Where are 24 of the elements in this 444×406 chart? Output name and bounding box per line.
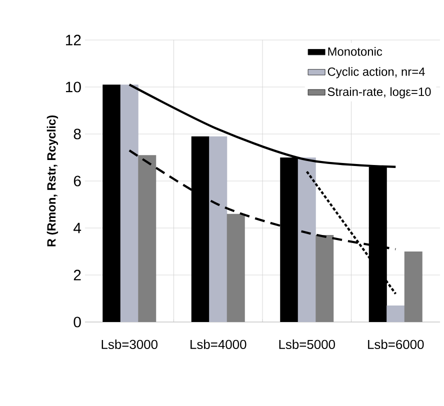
bar [316, 235, 334, 322]
x-tick-label: Lsb=5000 [279, 340, 335, 350]
bar [298, 158, 316, 322]
bar [138, 155, 156, 322]
bar [102, 84, 121, 322]
x-tick-label: Lsb=4000 [190, 340, 246, 350]
y-tick-label: 10 [66, 82, 81, 92]
y-axis-title: R (Rmon, Rstr, Rcyclic) [46, 116, 58, 246]
y-tick-label: 2 [74, 270, 81, 280]
bar [226, 214, 245, 322]
bar [386, 306, 405, 322]
y-tick-label: 0 [74, 316, 81, 328]
bar [404, 252, 422, 322]
x-tick-label: Lsb=6000 [368, 340, 424, 350]
y-tick-label: 6 [74, 176, 81, 186]
y-tick-label: 12 [66, 34, 81, 46]
legend-label: Cyclic action, nr=4 [328, 67, 425, 78]
bar [209, 136, 228, 322]
y-tick-label: 8 [74, 128, 81, 140]
bar [120, 84, 138, 322]
legend-label: Strain-rate, logε=10 [328, 87, 431, 98]
legend-label: Monotonic [328, 47, 382, 56]
y-tick-label: 4 [74, 222, 82, 234]
x-tick-label: Lsb=3000 [102, 340, 158, 350]
